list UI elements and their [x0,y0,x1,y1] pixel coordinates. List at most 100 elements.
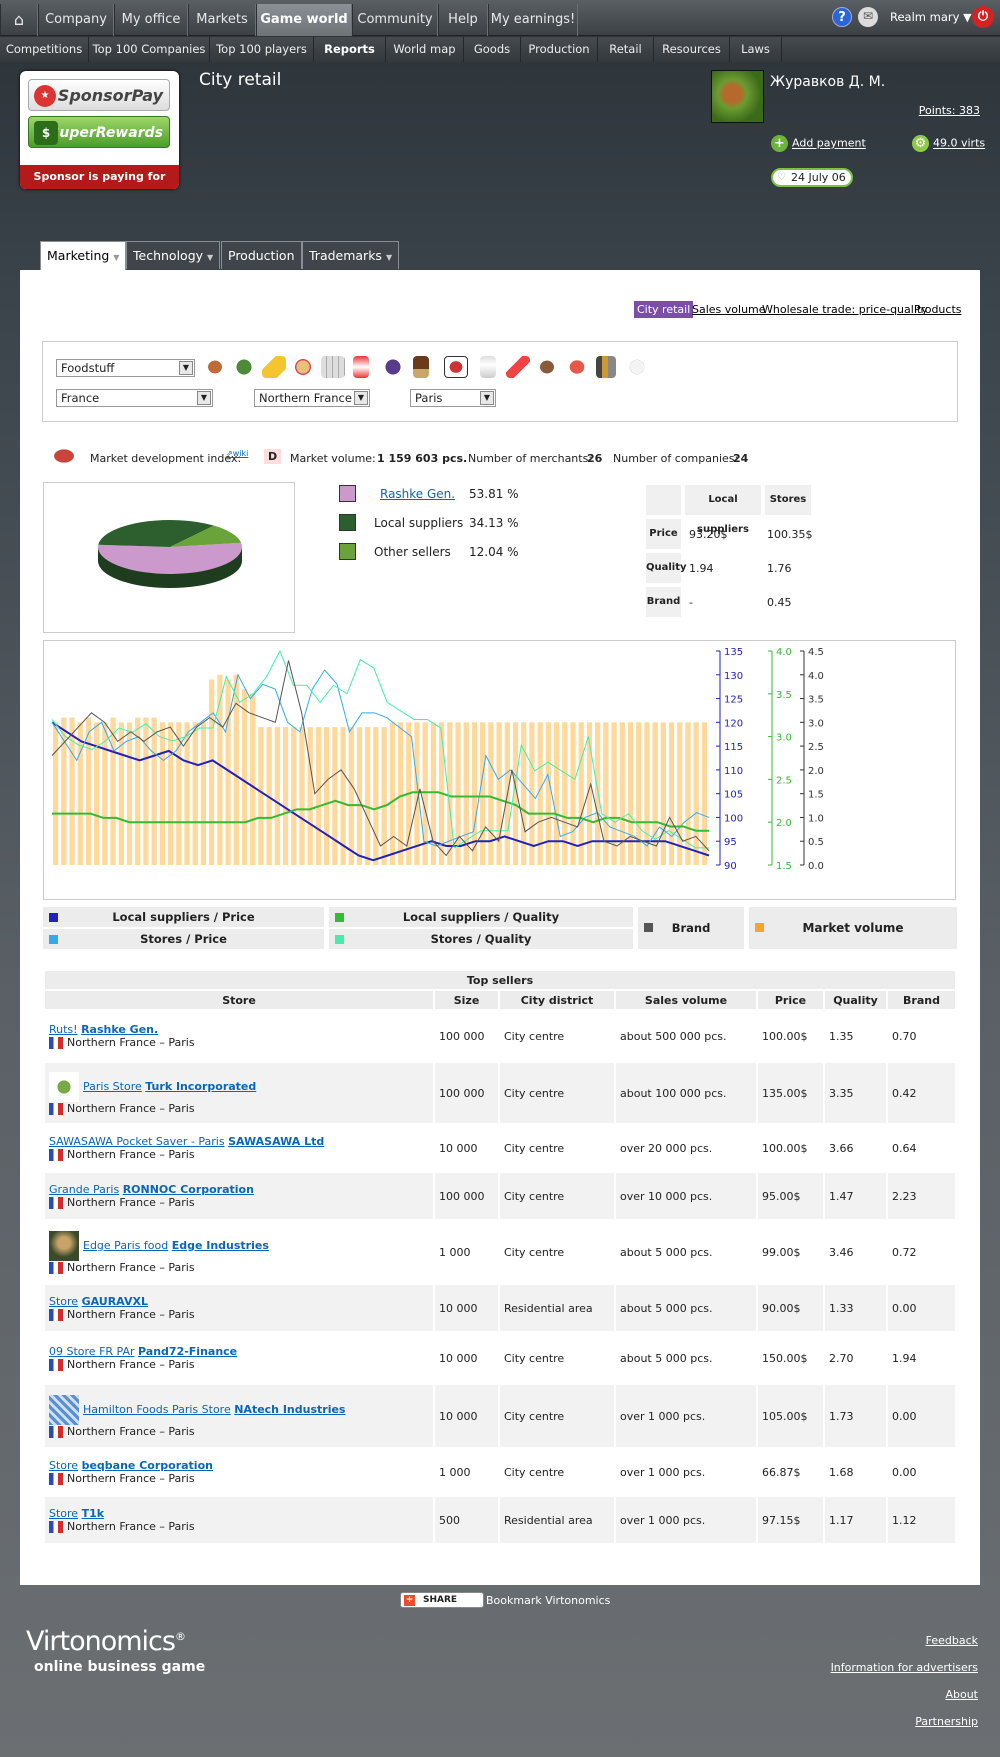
company-link[interactable]: Edge Industries [171,1238,269,1252]
subnav-retail[interactable]: Retail [598,37,654,62]
volume-bar [69,717,75,865]
volume-bar [389,722,395,865]
nav-my-office[interactable]: My office [114,4,188,36]
home-icon[interactable]: ⌂ [0,4,38,36]
company-link[interactable]: Rashke Gen. [81,1023,159,1036]
subnav-world-map[interactable]: World map [386,37,464,62]
milk-icon[interactable] [480,356,496,378]
company-link[interactable]: SAWASAWA Ltd [228,1135,325,1148]
company-link[interactable]: Pand72-Finance [138,1345,238,1358]
spices-icon[interactable] [596,356,616,378]
region-select[interactable]: Northern France ▼ [254,389,370,407]
store-link[interactable]: Store [49,1459,79,1472]
tab-marketing[interactable]: Marketing ▼ [40,241,127,271]
report-tab-sales-volume[interactable]: Sales volume [692,303,766,316]
volume-bar [553,722,560,865]
grapes-icon[interactable] [381,356,405,378]
ice-cream-icon[interactable] [413,356,429,378]
france-flag-icon [49,1149,63,1161]
nav-help[interactable]: Help [438,4,488,36]
footer-partnership[interactable]: Partnership [915,1715,978,1728]
company-link[interactable]: beqbane Corporation [81,1459,213,1472]
subnav-top100-companies[interactable]: Top 100 Companies [89,37,210,62]
nav-game-world[interactable]: Game world [256,4,352,36]
store-link[interactable]: Store [49,1295,79,1308]
help-icon[interactable]: ? [832,7,852,27]
tab-production[interactable]: Production [221,241,302,269]
chevron-down-icon: ▼ [963,11,972,24]
company-link[interactable]: GAURAVXL [81,1295,148,1308]
shrimp-icon[interactable] [565,356,589,378]
subnav-production[interactable]: Production [521,37,598,62]
cell-district: City centre [504,1465,565,1479]
nav-markets[interactable]: Markets [188,4,256,36]
report-tab-wholesale[interactable]: Wholesale trade: price-quality [762,303,928,316]
avatar[interactable] [711,70,764,123]
add-payment-link[interactable]: + Add payment [771,135,866,152]
company-link[interactable]: T1k [81,1507,105,1520]
footer-advertisers[interactable]: Information for advertisers [830,1661,978,1674]
cell-district: City centre [504,1351,565,1365]
subnav-goods[interactable]: Goods [464,37,521,62]
store-link[interactable]: Edge Paris food [83,1238,169,1252]
product-category-select[interactable]: Foodstuff ▼ [56,359,195,377]
country-select[interactable]: France ▼ [56,389,213,407]
subnav-laws[interactable]: Laws [730,37,782,62]
store-link[interactable]: Store [49,1507,79,1520]
soda-can-icon[interactable] [353,356,369,378]
flour-icon[interactable] [625,356,649,378]
legend-swatch [335,913,344,922]
company-link[interactable]: Turk Incorporated [145,1079,257,1093]
canned-food-icon[interactable] [232,356,256,378]
footer-about[interactable]: About [945,1688,978,1701]
subnav-reports[interactable]: Reports [314,37,386,62]
footer-feedback[interactable]: Feedback [925,1634,978,1647]
tab-trademarks[interactable]: Trademarks ▼ [302,241,400,269]
nav-company[interactable]: Company [38,4,114,36]
sponsor-banner[interactable]: ★ SponsorPay $ $uperRewards Sponsor is p… [20,71,179,189]
subnav-competitions[interactable]: Competitions [0,37,89,62]
store-link[interactable]: 09 Store FR PAr [49,1345,135,1358]
legend-link-rashke[interactable]: Rashke Gen. [380,487,456,501]
store-link[interactable]: Paris Store [83,1079,142,1093]
france-flag-icon [49,1037,63,1049]
virts-text[interactable]: 49.0 virts [933,136,986,150]
report-tab-city-retail[interactable]: City retail [634,301,694,318]
eggs-icon[interactable] [321,356,345,378]
sponsorpay-button[interactable]: ★ SponsorPay [28,79,170,111]
virtonomics-logo[interactable]: Virtonomics® [26,1626,186,1657]
store-link[interactable]: Grande Paris [49,1183,120,1196]
nav-community[interactable]: Community [352,4,438,36]
company-link[interactable]: RONNOC Corporation [122,1183,254,1196]
add-payment-text[interactable]: Add payment [792,136,866,150]
tab-technology[interactable]: Technology ▼ [126,241,221,269]
logout-icon[interactable]: ⏻ [972,6,994,28]
wiki-link[interactable]: ⇗wiki [226,449,249,458]
company-link[interactable]: NAtech Industries [234,1402,346,1416]
superrewards-button[interactable]: $ $uperRewards [28,116,170,148]
store-link[interactable]: SAWASAWA Pocket Saver - Paris [49,1135,225,1148]
share-button[interactable]: + SHARE [400,1592,484,1608]
fish-icon[interactable] [535,356,559,378]
volume-bar [282,727,289,865]
candy-icon[interactable] [506,356,530,378]
report-tab-products[interactable]: Products [914,303,962,316]
realm-selector[interactable]: Realm mary ▼ [890,10,972,24]
city-select[interactable]: Paris ▼ [410,389,496,407]
subnav-resources[interactable]: Resources [654,37,730,62]
meat-icon-selected[interactable] [444,356,468,378]
bookmark-link[interactable]: Bookmark Virtonomics [486,1594,611,1607]
store-link[interactable]: Ruts! [49,1023,78,1036]
volume-bar [143,717,149,865]
points-link[interactable]: Points: 383 [918,104,980,117]
sausage-icon[interactable] [203,356,227,378]
mail-icon[interactable]: ✉ [858,7,878,27]
username[interactable]: Журавков Д. М. [770,74,886,90]
virts-link[interactable]: ⚙ 49.0 virts [912,135,985,152]
store-link[interactable]: Hamilton Foods Paris Store [83,1402,231,1416]
cheese-icon[interactable] [262,356,286,378]
volume-bar [291,727,297,865]
nav-my-earnings[interactable]: My earnings! [488,4,578,36]
noodles-icon[interactable] [291,356,315,378]
subnav-top100-players[interactable]: Top 100 players [210,37,314,62]
